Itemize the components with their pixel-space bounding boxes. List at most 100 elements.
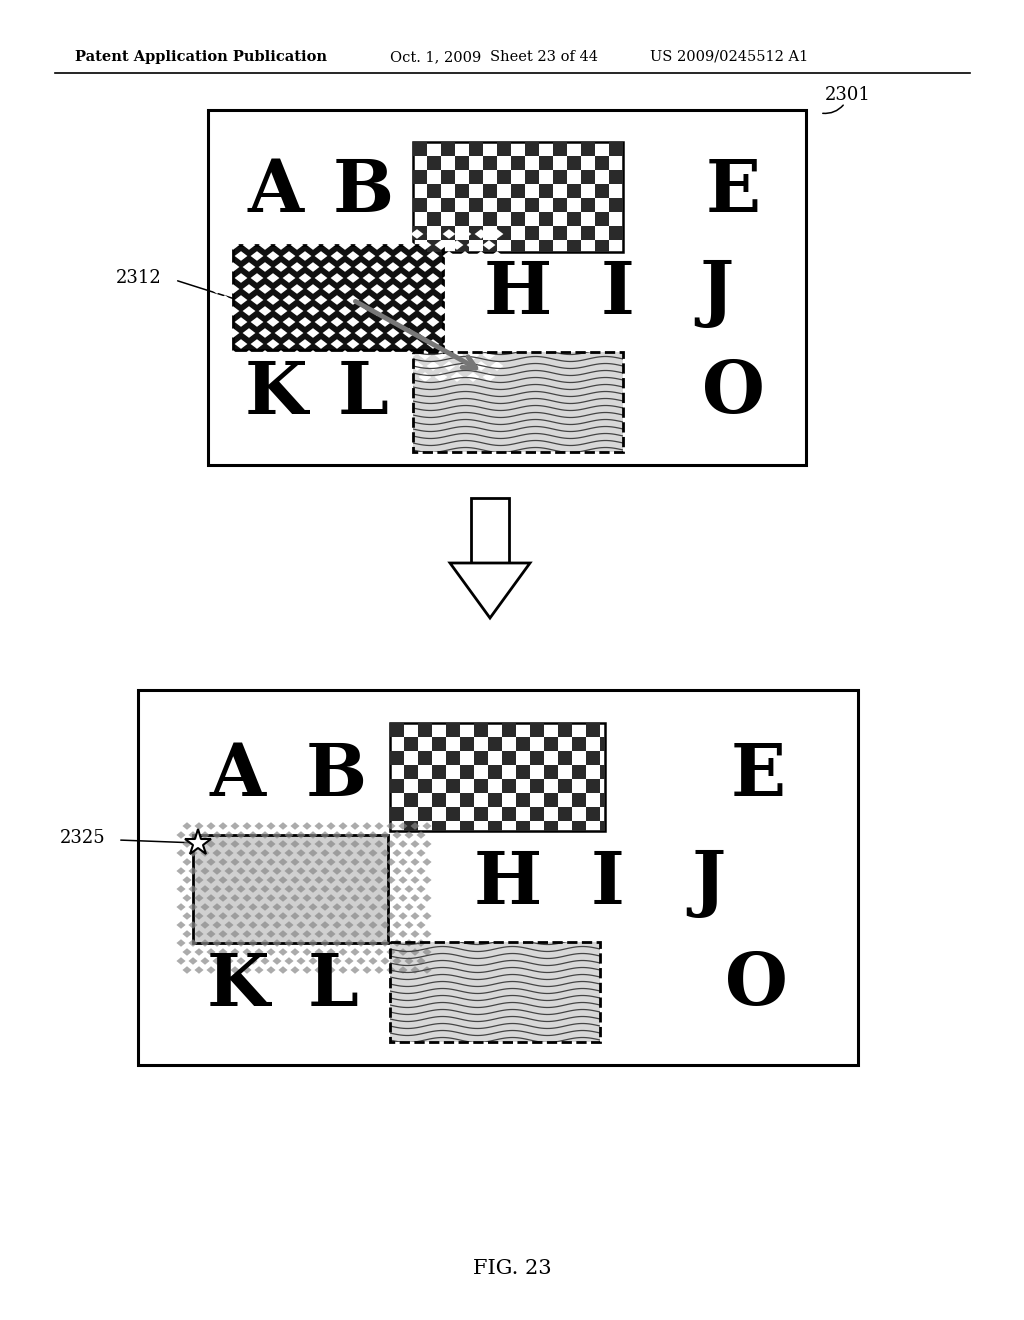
Polygon shape [212, 903, 221, 911]
Text: 2301: 2301 [825, 86, 870, 104]
Polygon shape [411, 317, 423, 327]
Polygon shape [224, 903, 233, 911]
Bar [455, 213, 469, 226]
Polygon shape [434, 284, 447, 294]
Polygon shape [234, 251, 248, 261]
Polygon shape [398, 912, 408, 920]
Bar [502, 723, 516, 737]
Polygon shape [392, 886, 401, 892]
Polygon shape [423, 876, 431, 884]
Bar [427, 183, 441, 198]
Polygon shape [272, 921, 282, 929]
Polygon shape [314, 841, 324, 847]
Polygon shape [344, 832, 353, 838]
Polygon shape [254, 912, 263, 920]
Polygon shape [218, 362, 231, 371]
Bar [446, 751, 460, 766]
Polygon shape [224, 832, 233, 838]
Polygon shape [398, 841, 408, 847]
Polygon shape [327, 931, 336, 937]
Polygon shape [195, 931, 204, 937]
Polygon shape [302, 948, 311, 956]
Polygon shape [176, 886, 185, 892]
Polygon shape [331, 251, 343, 261]
Polygon shape [350, 931, 359, 937]
Polygon shape [362, 251, 376, 261]
Polygon shape [296, 940, 305, 946]
Polygon shape [356, 957, 366, 965]
Polygon shape [411, 822, 420, 830]
Polygon shape [291, 912, 300, 920]
Polygon shape [314, 230, 328, 239]
Polygon shape [419, 263, 431, 272]
Polygon shape [381, 940, 389, 946]
Polygon shape [274, 350, 288, 360]
Polygon shape [176, 903, 185, 911]
Polygon shape [274, 329, 288, 338]
Polygon shape [308, 940, 317, 946]
Polygon shape [467, 284, 479, 294]
Polygon shape [404, 921, 414, 929]
Polygon shape [274, 284, 288, 294]
Bar [539, 183, 553, 198]
Bar [446, 779, 460, 793]
Polygon shape [354, 240, 368, 249]
Bar [497, 170, 511, 183]
Polygon shape [392, 832, 401, 838]
Polygon shape [279, 966, 288, 974]
Polygon shape [339, 350, 351, 360]
Bar [483, 156, 497, 170]
Bar [595, 213, 609, 226]
Polygon shape [314, 317, 328, 327]
Bar [441, 170, 455, 183]
Polygon shape [362, 948, 372, 956]
Polygon shape [201, 867, 210, 875]
Polygon shape [234, 273, 248, 282]
Polygon shape [260, 921, 269, 929]
Polygon shape [442, 296, 456, 305]
Polygon shape [243, 306, 255, 315]
Bar [586, 723, 600, 737]
Bar [586, 751, 600, 766]
Polygon shape [442, 230, 456, 239]
Bar [558, 779, 572, 793]
Bar [390, 942, 600, 1041]
Polygon shape [398, 948, 408, 956]
Polygon shape [404, 957, 414, 965]
Polygon shape [291, 876, 300, 884]
Polygon shape [339, 263, 351, 272]
Polygon shape [226, 306, 240, 315]
Polygon shape [490, 251, 504, 261]
Polygon shape [207, 858, 216, 866]
Polygon shape [314, 966, 324, 974]
Polygon shape [331, 230, 343, 239]
Polygon shape [291, 931, 300, 937]
Polygon shape [207, 894, 216, 902]
Polygon shape [237, 867, 246, 875]
Text: H: H [474, 847, 542, 919]
Bar [488, 766, 502, 779]
Polygon shape [299, 317, 311, 327]
Polygon shape [387, 350, 399, 360]
Polygon shape [402, 306, 416, 315]
Polygon shape [411, 894, 420, 902]
Polygon shape [387, 284, 399, 294]
Bar [511, 156, 525, 170]
Polygon shape [333, 867, 342, 875]
Polygon shape [369, 867, 378, 875]
Bar [138, 690, 858, 1065]
Bar [390, 942, 600, 1041]
Polygon shape [344, 903, 353, 911]
Polygon shape [260, 957, 269, 965]
Polygon shape [386, 912, 395, 920]
Polygon shape [323, 372, 336, 381]
Polygon shape [371, 284, 383, 294]
Bar [609, 226, 623, 240]
Polygon shape [442, 317, 456, 327]
Polygon shape [327, 822, 336, 830]
Polygon shape [411, 230, 423, 239]
Polygon shape [442, 339, 456, 348]
Polygon shape [243, 966, 252, 974]
Polygon shape [291, 841, 300, 847]
Polygon shape [350, 876, 359, 884]
